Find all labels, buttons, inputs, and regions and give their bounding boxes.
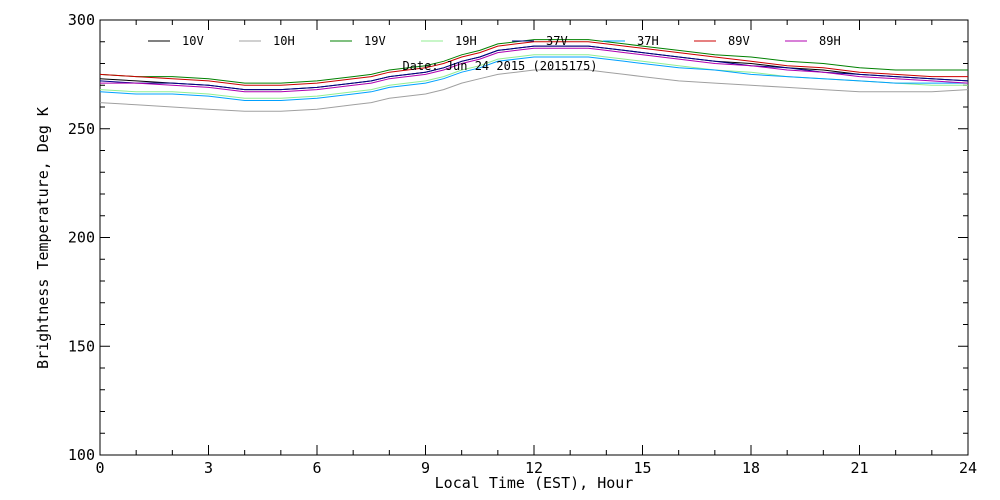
x-tick-label: 0 [95,459,104,477]
series-line-37h [99,56,968,101]
series-line-89h [100,47,969,93]
legend-label-19h: 19H [455,34,477,48]
series-line-10h [99,69,969,112]
legend-label-37v: 37V [546,34,568,48]
x-tick-label: 24 [959,459,977,477]
y-tick-label: 250 [68,120,95,138]
x-tick-label: 21 [850,459,868,477]
x-tick-label: 18 [742,459,760,477]
series-line-37v [99,45,969,91]
x-axis-title: Local Time (EST), Hour [435,474,634,492]
x-tick-label: 15 [633,459,651,477]
x-tick-label: 3 [204,459,213,477]
x-tick-label: 12 [525,459,543,477]
legend-label-89h: 89H [819,34,841,48]
y-axis-title: Brightness Temperature, Deg K [34,107,52,369]
y-tick-label: 300 [68,11,95,29]
legend-label-10v: 10V [182,34,204,48]
y-tick-label: 100 [68,446,95,464]
y-tick-label: 150 [68,337,95,355]
legend-label-89v: 89V [728,34,750,48]
date-label: Date: Jun 24 2015 (2015175) [402,59,597,73]
x-tick-label: 9 [421,459,430,477]
series-lines [99,39,969,112]
legend-label-10h: 10H [273,34,295,48]
plot-frame [99,19,969,456]
y-tick-label: 200 [68,229,95,247]
legend: 10V 10H 19V 19H 37V 37H 89V 89H [148,34,841,48]
series-line-89v [99,41,968,86]
axis-ticks: 0 3 6 9 12 15 18 21 24 100 150 200 250 300 [68,11,977,477]
legend-label-37h: 37H [637,34,659,48]
x-tick-label: 6 [312,459,321,477]
legend-label-19v: 19V [364,34,386,48]
